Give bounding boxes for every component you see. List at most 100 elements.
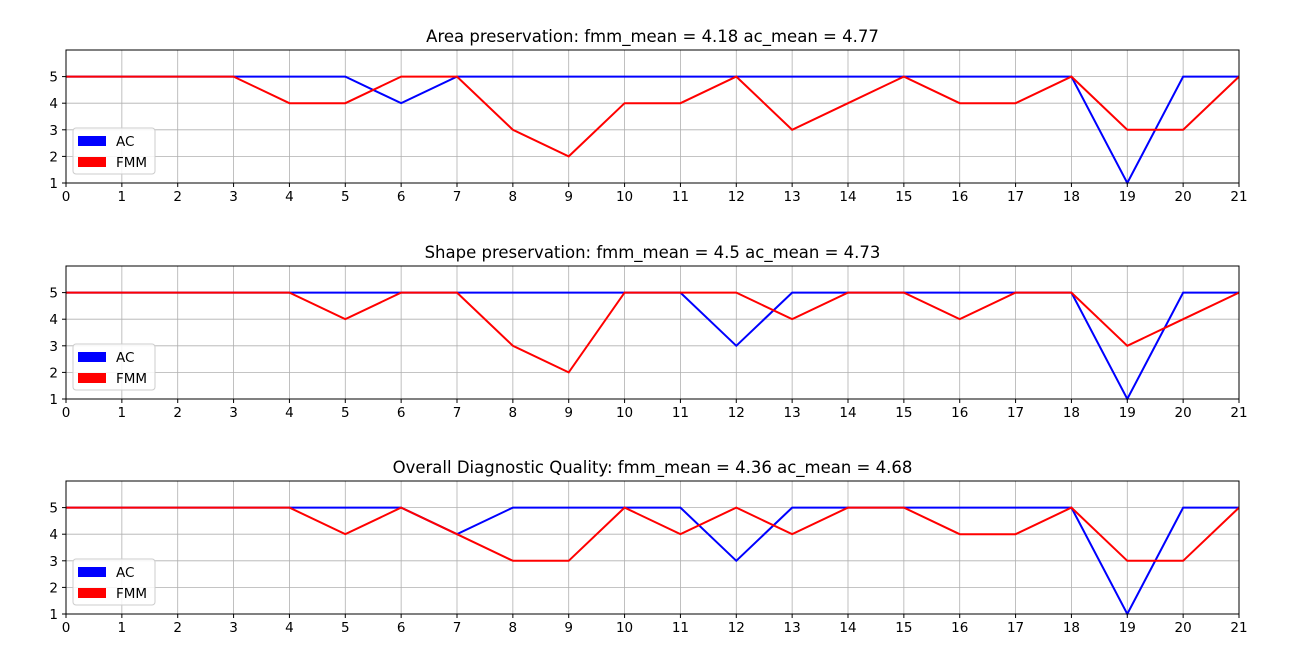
plot-frame xyxy=(65,49,1240,184)
x-tick-label: 8 xyxy=(509,620,518,636)
x-tick-label: 14 xyxy=(839,189,856,205)
x-tick-label: 8 xyxy=(509,405,518,421)
x-tick-label: 7 xyxy=(453,405,462,421)
x-tick-label: 3 xyxy=(229,620,238,636)
chart-title: Area preservation: fmm_mean = 4.18 ac_me… xyxy=(426,27,879,47)
y-tick-label: 5 xyxy=(49,70,58,86)
x-tick-label: 12 xyxy=(728,405,745,421)
y-tick-label: 5 xyxy=(49,501,58,517)
x-tick-label: 21 xyxy=(1230,189,1247,205)
x-tick-label: 14 xyxy=(839,405,856,421)
x-tick-label: 20 xyxy=(1175,405,1192,421)
y-tick-label: 4 xyxy=(49,527,58,543)
x-tick-label: 1 xyxy=(118,405,127,421)
plot-frame xyxy=(65,480,1240,615)
x-tick-label: 2 xyxy=(173,620,182,636)
x-tick-label: 2 xyxy=(173,405,182,421)
x-tick-label: 3 xyxy=(229,189,238,205)
legend-swatch-fmm xyxy=(78,157,106,167)
x-tick-label: 1 xyxy=(118,620,127,636)
x-tick-label: 4 xyxy=(285,189,294,205)
x-tick-label: 18 xyxy=(1063,189,1080,205)
x-tick-label: 19 xyxy=(1119,405,1136,421)
legend-label-fmm: FMM xyxy=(116,586,147,602)
x-tick-label: 10 xyxy=(616,189,633,205)
x-tick-label: 11 xyxy=(672,620,689,636)
legend: AC FMM xyxy=(72,343,156,391)
legend-label-ac: AC xyxy=(116,350,134,366)
y-tick-label: 1 xyxy=(49,607,58,623)
series-line-ac xyxy=(66,75,1239,186)
x-tick-label: 17 xyxy=(1007,620,1024,636)
x-tick-label: 9 xyxy=(564,405,573,421)
x-tick-label: 12 xyxy=(728,620,745,636)
x-tick-label: 13 xyxy=(784,405,801,421)
x-tick-label: 14 xyxy=(839,620,856,636)
legend-swatch-fmm xyxy=(78,588,106,598)
x-tick-label: 20 xyxy=(1175,620,1192,636)
x-tick-label: 19 xyxy=(1119,189,1136,205)
x-tick-label: 15 xyxy=(895,620,912,636)
x-tick-label: 6 xyxy=(397,405,406,421)
x-tick-label: 16 xyxy=(951,405,968,421)
series-line-fmm xyxy=(66,75,1240,158)
chart-panel-2: Shape preservation: fmm_mean = 4.5 ac_me… xyxy=(49,243,1247,421)
legend-label-ac: AC xyxy=(116,565,134,581)
x-tick-label: 10 xyxy=(616,620,633,636)
x-tick-label: 13 xyxy=(784,189,801,205)
x-tick-label: 18 xyxy=(1063,620,1080,636)
chart-panel-1: Area preservation: fmm_mean = 4.18 ac_me… xyxy=(49,27,1247,205)
legend-swatch-ac xyxy=(78,136,106,146)
y-tick-label: 2 xyxy=(49,365,58,381)
y-tick-label: 2 xyxy=(49,149,58,165)
x-tick-label: 4 xyxy=(285,405,294,421)
x-tick-label: 0 xyxy=(62,620,71,636)
y-tick-label: 2 xyxy=(49,580,58,596)
y-tick-label: 4 xyxy=(49,312,58,328)
x-tick-label: 19 xyxy=(1119,620,1136,636)
y-tick-label: 3 xyxy=(49,554,58,570)
x-tick-label: 3 xyxy=(229,405,238,421)
x-tick-label: 16 xyxy=(951,189,968,205)
x-tick-label: 17 xyxy=(1007,405,1024,421)
legend-swatch-fmm xyxy=(78,373,106,383)
x-tick-label: 0 xyxy=(62,189,71,205)
x-tick-label: 10 xyxy=(616,405,633,421)
x-tick-label: 9 xyxy=(564,620,573,636)
y-tick-label: 1 xyxy=(49,176,58,192)
x-tick-label: 15 xyxy=(895,405,912,421)
x-tick-label: 17 xyxy=(1007,189,1024,205)
legend-label-fmm: FMM xyxy=(116,155,147,171)
x-tick-label: 13 xyxy=(784,620,801,636)
y-tick-label: 1 xyxy=(49,392,58,408)
x-tick-label: 16 xyxy=(951,620,968,636)
series-line-fmm xyxy=(66,506,1240,562)
x-tick-label: 15 xyxy=(895,189,912,205)
x-tick-label: 6 xyxy=(397,620,406,636)
legend-swatch-ac xyxy=(78,352,106,362)
x-tick-label: 11 xyxy=(672,405,689,421)
y-tick-label: 4 xyxy=(49,96,58,112)
chart-title: Overall Diagnostic Quality: fmm_mean = 4… xyxy=(393,458,913,478)
chart-panel-3: Overall Diagnostic Quality: fmm_mean = 4… xyxy=(49,458,1247,636)
x-tick-label: 21 xyxy=(1230,405,1247,421)
x-tick-label: 7 xyxy=(453,620,462,636)
x-tick-label: 5 xyxy=(341,405,350,421)
x-tick-label: 1 xyxy=(118,189,127,205)
y-tick-label: 3 xyxy=(49,123,58,139)
x-tick-label: 5 xyxy=(341,189,350,205)
x-tick-label: 4 xyxy=(285,620,294,636)
legend-swatch-ac xyxy=(78,567,106,577)
y-tick-label: 3 xyxy=(49,339,58,355)
x-tick-label: 8 xyxy=(509,189,518,205)
x-tick-label: 21 xyxy=(1230,620,1247,636)
y-tick-label: 5 xyxy=(49,286,58,302)
x-tick-label: 6 xyxy=(397,189,406,205)
x-tick-label: 9 xyxy=(564,189,573,205)
series-line-fmm xyxy=(66,291,1240,374)
x-tick-label: 12 xyxy=(728,189,745,205)
legend: AC FMM xyxy=(72,127,156,175)
plot-frame xyxy=(65,265,1240,400)
legend-label-ac: AC xyxy=(116,134,134,150)
legend: AC FMM xyxy=(72,558,156,606)
